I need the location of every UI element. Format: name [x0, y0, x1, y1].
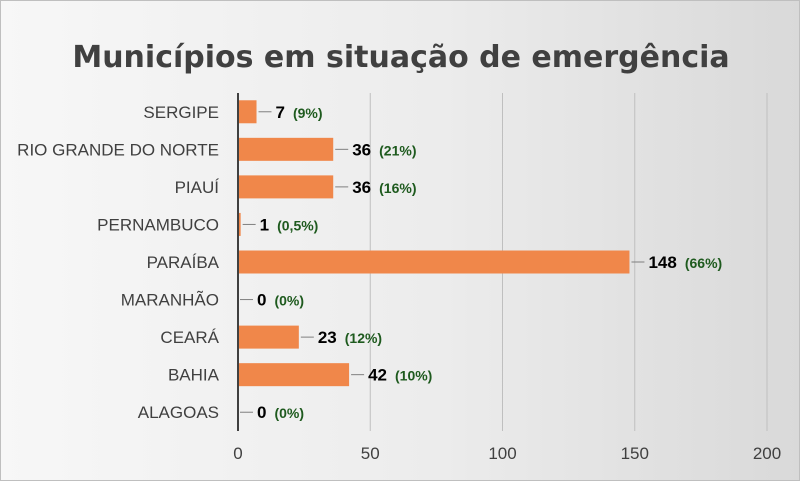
chart-title: Municípios em situação de emergência: [72, 40, 729, 75]
percent-label: (16%): [379, 180, 416, 196]
bar: [238, 363, 350, 387]
bar: [238, 175, 334, 199]
category-label: CEARÁ: [160, 328, 219, 347]
category-labels: SERGIPE RIO GRANDE DO NORTE PIAUÍ PERNAMBUC…: [17, 103, 219, 422]
category-label: PARAÍBA: [147, 253, 220, 272]
x-tick-label: 100: [488, 444, 516, 463]
bar: [238, 250, 630, 274]
percent-label: (12%): [345, 330, 382, 346]
value-label: 42: [368, 366, 387, 385]
category-label: SERGIPE: [143, 103, 219, 122]
x-tick-label: 50: [361, 444, 380, 463]
value-label: 7: [276, 103, 285, 122]
bar: [238, 325, 299, 349]
value-label: 0: [257, 403, 266, 422]
percent-label: (9%): [293, 105, 323, 121]
category-label: RIO GRANDE DO NORTE: [17, 140, 219, 159]
value-label: 23: [318, 328, 337, 347]
percent-label: (0%): [274, 405, 304, 421]
leader-lines: [240, 111, 645, 413]
bar: [238, 137, 334, 161]
x-tick-labels: 0 50 100 150 200: [233, 444, 781, 463]
category-label: ALAGOAS: [138, 403, 219, 422]
category-label: PIAUÍ: [175, 178, 220, 197]
percent-label: (66%): [685, 255, 722, 271]
value-label: 36: [352, 178, 371, 197]
value-labels: 7 (9%) 36 (21%) 36 (16%) 1 (0,5%) 148 (66%) 0 (0%) 2…: [257, 103, 722, 422]
value-label: 1: [260, 215, 269, 234]
value-label: 36: [352, 140, 371, 159]
category-label: PERNAMBUCO: [97, 215, 219, 234]
bar: [238, 100, 257, 124]
value-label: 148: [648, 253, 676, 272]
value-label: 0: [257, 291, 266, 310]
percent-label: (0,5%): [277, 217, 318, 233]
x-tick-label: 200: [753, 444, 781, 463]
category-label: MARANHÃO: [121, 291, 219, 310]
x-tick-label: 150: [621, 444, 649, 463]
percent-label: (21%): [379, 142, 416, 158]
bars: [238, 100, 630, 387]
x-tick-label: 0: [233, 444, 242, 463]
percent-label: (10%): [395, 368, 432, 384]
category-label: BAHIA: [168, 366, 220, 385]
percent-label: (0%): [274, 293, 304, 309]
bar: [238, 212, 241, 236]
